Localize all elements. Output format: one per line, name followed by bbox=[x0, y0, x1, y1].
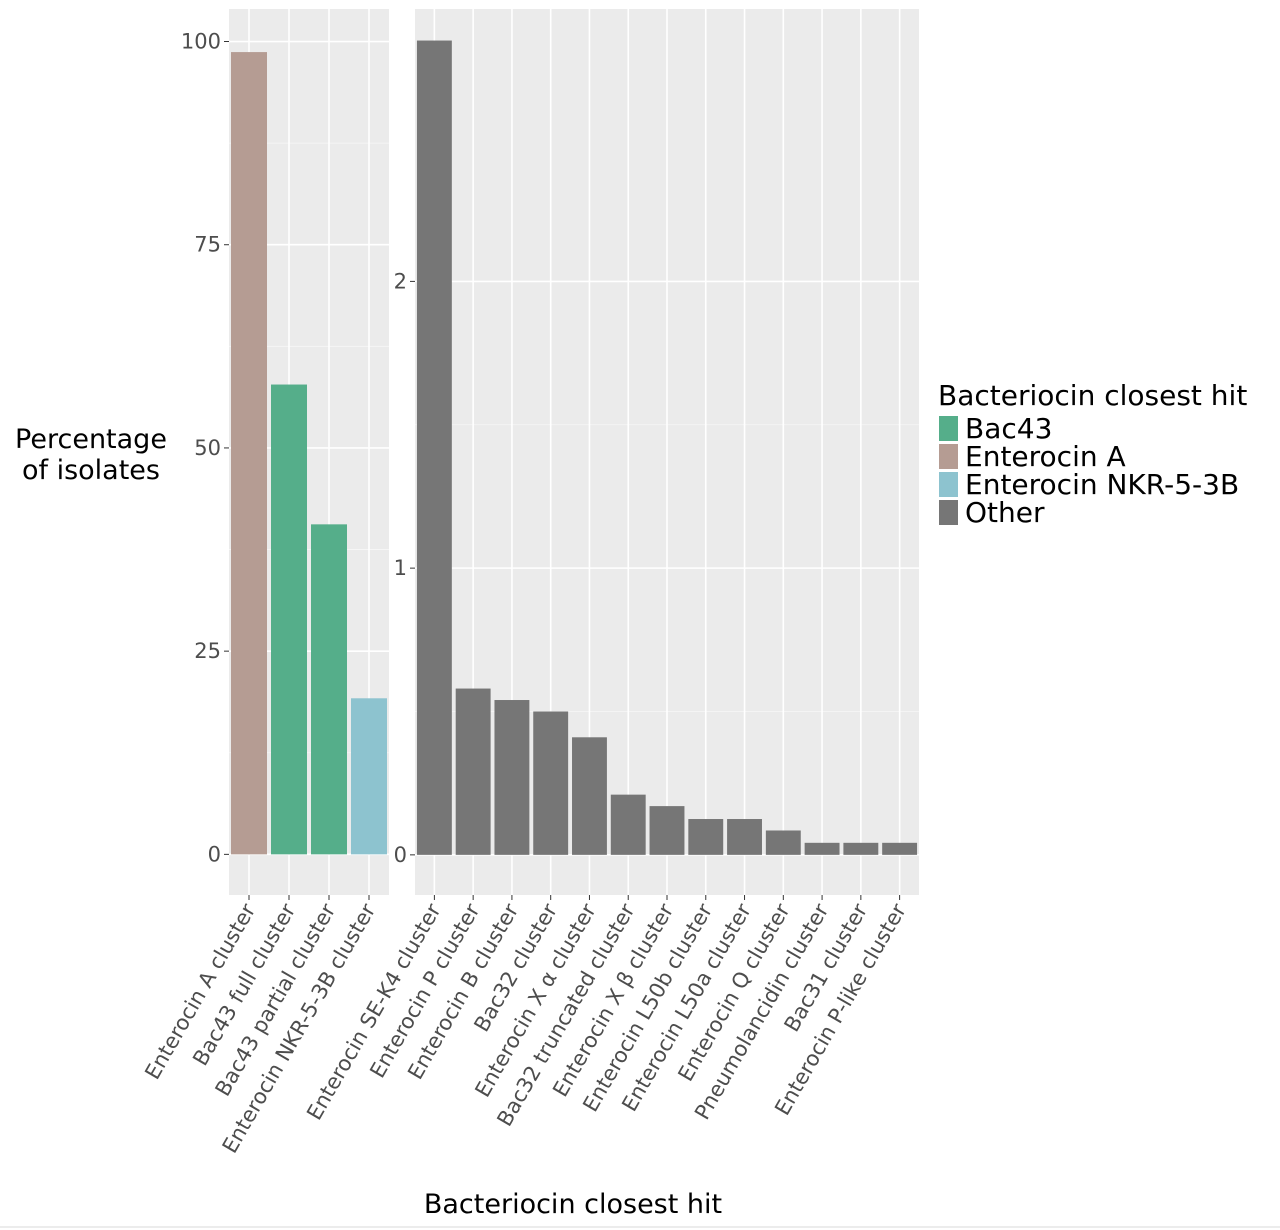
bar-enterocin-l50b-cluster bbox=[688, 819, 724, 855]
legend-swatch-other bbox=[939, 500, 958, 525]
y-tick-label: 75 bbox=[194, 233, 221, 257]
y-tick-label: 50 bbox=[194, 436, 221, 460]
bar-bac32-cluster bbox=[533, 711, 569, 855]
x-axis-title: Bacteriocin closest hit bbox=[424, 1189, 722, 1220]
legend-swatch-enterocin-nkr-5-3b bbox=[939, 472, 958, 497]
bar-enterocin-p-like-cluster bbox=[882, 842, 918, 855]
y-tick-label: 0 bbox=[394, 843, 407, 867]
y-tick-label: 0 bbox=[208, 842, 221, 866]
bar-enterocin-x-cluster bbox=[572, 737, 607, 855]
legend-label: Enterocin A bbox=[965, 440, 1126, 473]
y-tick-label: 25 bbox=[194, 639, 221, 663]
legend-swatch-enterocin-a bbox=[939, 444, 958, 469]
legend-label: Other bbox=[965, 496, 1045, 529]
bar-pneumolancidin-cluster bbox=[804, 842, 840, 855]
bar-enterocin-q-cluster bbox=[765, 830, 801, 855]
legend-label: Enterocin NKR-5-3B bbox=[965, 468, 1239, 501]
y-tick-label: 1 bbox=[394, 556, 407, 580]
bar-bac31-cluster bbox=[843, 842, 879, 855]
bar-enterocin-se-k4-cluster bbox=[416, 40, 452, 855]
y-tick-label: 2 bbox=[394, 269, 407, 293]
bar-bac43-partial-cluster bbox=[311, 524, 347, 855]
bar-bac43-full-cluster bbox=[271, 384, 307, 855]
bar-bac32-truncated-cluster bbox=[610, 794, 646, 855]
bar-enterocin-a-cluster bbox=[231, 52, 267, 855]
bar-enterocin-p-cluster bbox=[455, 688, 491, 855]
y-axis-title-line-2: of isolates bbox=[22, 455, 160, 486]
bar-enterocin-nkr-5-3b-cluster bbox=[351, 698, 387, 855]
bar-enterocin-b-cluster bbox=[494, 700, 530, 855]
legend-title: Bacteriocin closest hit bbox=[938, 379, 1247, 412]
legend-swatch-bac43 bbox=[939, 416, 958, 441]
y-tick-label: 100 bbox=[181, 30, 221, 54]
legend-label: Bac43 bbox=[965, 412, 1052, 445]
y-axis-title-line-1: Percentage bbox=[15, 424, 167, 455]
bar-enterocin-x-cluster bbox=[649, 806, 685, 855]
bar-enterocin-l50a-cluster bbox=[727, 819, 762, 855]
